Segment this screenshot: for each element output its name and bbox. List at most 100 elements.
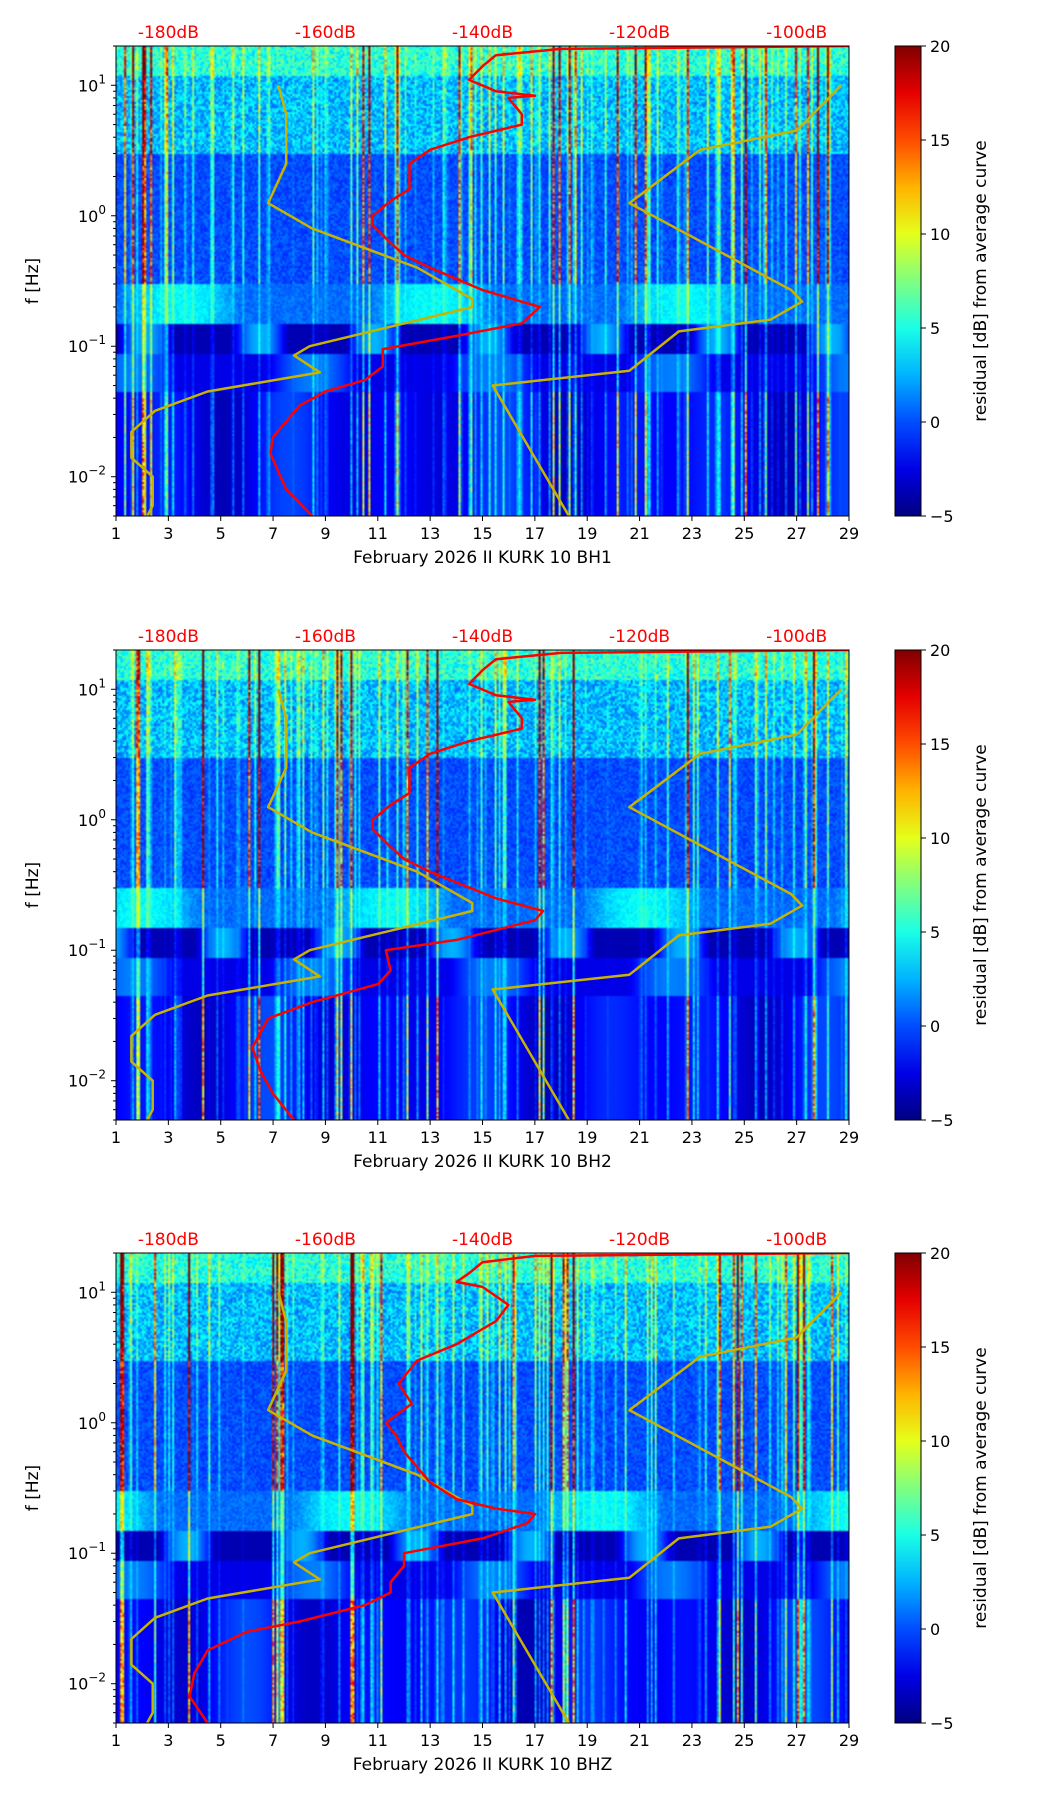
colorbar-tick-label: 0 <box>930 1620 940 1639</box>
top-db-label: -160dB <box>295 627 356 647</box>
spectrogram-1 <box>116 46 849 516</box>
nhnm-curve <box>491 84 843 516</box>
x-tick-label: 13 <box>420 1128 440 1147</box>
top-db-label: -140dB <box>452 1230 513 1250</box>
nlnm-curve <box>130 84 474 516</box>
top-db-label: -180dB <box>138 627 199 647</box>
colorbar-tick-label: −5 <box>930 1111 954 1130</box>
x-tick-label: 19 <box>577 1128 597 1147</box>
psd-curve <box>188 1253 849 1723</box>
nhnm-curve <box>491 1291 843 1723</box>
x-tick-label: 9 <box>320 1731 330 1750</box>
spectrogram-3 <box>116 1253 849 1723</box>
y-tick-label: 10−1 <box>68 1540 106 1563</box>
colorbar <box>894 45 922 517</box>
x-tick-label: 17 <box>525 1128 545 1147</box>
y-axis-label: f [Hz] <box>23 1465 43 1511</box>
top-db-label: -100dB <box>766 1230 827 1250</box>
x-tick-label: 25 <box>734 1128 754 1147</box>
nhnm-curve <box>491 688 843 1120</box>
x-tick-label: 5 <box>216 524 226 543</box>
x-tick-label: 21 <box>629 524 649 543</box>
top-db-label: -120dB <box>609 23 670 43</box>
y-tick-label: 10−1 <box>68 333 106 356</box>
colorbar-tick-label: 10 <box>930 829 950 848</box>
colorbar <box>894 1252 922 1724</box>
colorbar-tick-label: 15 <box>930 735 950 754</box>
x-tick-label: 13 <box>420 524 440 543</box>
x-tick-label: 1 <box>111 524 121 543</box>
nlnm-curve <box>130 1291 474 1723</box>
x-tick-label: 13 <box>420 1731 440 1750</box>
x-axis-label: February 2026 II KURK 10 BH2 <box>353 1152 612 1172</box>
x-tick-label: 23 <box>682 524 702 543</box>
colorbar-tick-label: −5 <box>930 507 954 526</box>
colorbar-label: residual [dB] from average curve <box>971 140 991 421</box>
colorbar-tick-label: 10 <box>930 1432 950 1451</box>
x-tick-label: 21 <box>629 1731 649 1750</box>
y-tick-label: 10−2 <box>68 464 106 487</box>
plot-frame <box>115 45 850 517</box>
top-db-label: -160dB <box>295 23 356 43</box>
x-tick-label: 27 <box>786 1731 806 1750</box>
x-tick-label: 11 <box>368 1128 388 1147</box>
colorbar-tick-label: 5 <box>930 319 940 338</box>
x-axis-label: February 2026 II KURK 10 BH1 <box>353 548 612 568</box>
colorbar-tick-label: 5 <box>930 1526 940 1545</box>
colorbar-tick-label: 0 <box>930 1017 940 1036</box>
x-tick-label: 23 <box>682 1128 702 1147</box>
x-tick-label: 1 <box>111 1128 121 1147</box>
x-tick-label: 3 <box>163 524 173 543</box>
x-tick-label: 17 <box>525 524 545 543</box>
x-tick-label: 29 <box>839 1128 859 1147</box>
colorbar-tick-label: 5 <box>930 923 940 942</box>
colorbar-label: residual [dB] from average curve <box>971 1347 991 1628</box>
x-tick-label: 1 <box>111 1731 121 1750</box>
y-tick-label: 100 <box>78 203 106 226</box>
colorbar-tick-label: 20 <box>930 641 950 660</box>
colorbar-tick-label: −5 <box>930 1714 954 1733</box>
spectrogram-2 <box>116 650 849 1120</box>
y-tick-label: 101 <box>78 676 106 699</box>
x-tick-label: 11 <box>368 524 388 543</box>
top-db-label: -160dB <box>295 1230 356 1250</box>
x-tick-label: 9 <box>320 524 330 543</box>
top-db-label: -120dB <box>609 1230 670 1250</box>
curves-group <box>130 46 849 516</box>
x-tick-label: 11 <box>368 1731 388 1750</box>
x-tick-label: 23 <box>682 1731 702 1750</box>
x-tick-label: 25 <box>734 524 754 543</box>
x-tick-label: 19 <box>577 1731 597 1750</box>
colorbar-tick-label: 15 <box>930 131 950 150</box>
colorbar-tick-label: 20 <box>930 1244 950 1263</box>
y-tick-label: 100 <box>78 1410 106 1433</box>
x-tick-label: 27 <box>786 524 806 543</box>
top-db-label: -140dB <box>452 23 513 43</box>
psd-curve <box>269 46 849 516</box>
x-tick-label: 3 <box>163 1128 173 1147</box>
y-tick-label: 100 <box>78 807 106 830</box>
x-tick-label: 3 <box>163 1731 173 1750</box>
top-db-label: -100dB <box>766 23 827 43</box>
colorbar-tick-label: 20 <box>930 37 950 56</box>
colorbar-tick-label: 0 <box>930 413 940 432</box>
x-tick-label: 5 <box>216 1128 226 1147</box>
x-tick-label: 7 <box>268 1731 278 1750</box>
x-tick-label: 19 <box>577 524 597 543</box>
x-tick-label: 21 <box>629 1128 649 1147</box>
top-db-label: -100dB <box>766 627 827 647</box>
colorbar-label: residual [dB] from average curve <box>971 744 991 1025</box>
x-tick-label: 27 <box>786 1128 806 1147</box>
y-axis-label: f [Hz] <box>23 862 43 908</box>
x-tick-label: 29 <box>839 524 859 543</box>
top-db-label: -180dB <box>138 1230 199 1250</box>
x-tick-label: 25 <box>734 1731 754 1750</box>
x-tick-label: 29 <box>839 1731 859 1750</box>
plot-frame <box>115 649 850 1121</box>
colorbar-tick-label: 10 <box>930 225 950 244</box>
curves-group <box>130 1253 849 1723</box>
top-db-label: -180dB <box>138 23 199 43</box>
y-tick-label: 101 <box>78 1279 106 1302</box>
psd-curve <box>251 650 849 1120</box>
y-tick-label: 10−1 <box>68 937 106 960</box>
